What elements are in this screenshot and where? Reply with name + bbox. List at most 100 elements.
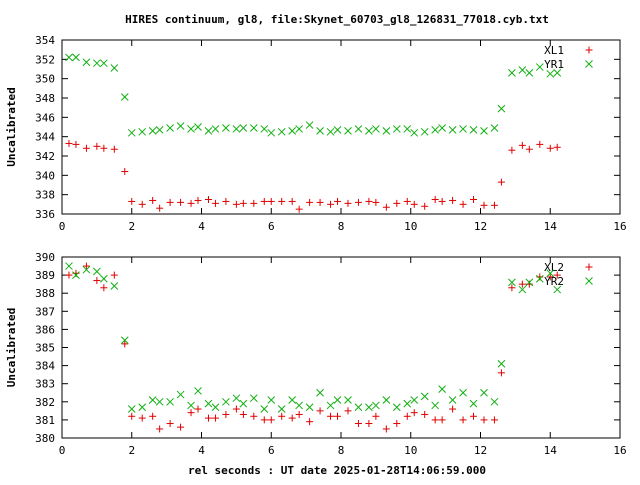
- data-point: [431, 196, 439, 203]
- data-point: [93, 267, 101, 276]
- data-point: [260, 197, 268, 205]
- data-point: [365, 127, 373, 135]
- data-point: [305, 403, 314, 412]
- data-point: [365, 403, 373, 412]
- data-point: [497, 359, 506, 368]
- data-point: [194, 405, 202, 413]
- data-point: [239, 399, 248, 408]
- data-point: [204, 414, 212, 422]
- data-point: [410, 200, 418, 208]
- y-axis-label: Uncalibrated: [5, 308, 18, 387]
- y-tick-label: 387: [35, 305, 55, 318]
- series-XL2: [65, 262, 561, 433]
- data-point: [536, 140, 544, 148]
- data-point: [553, 285, 562, 294]
- data-point: [470, 196, 478, 203]
- x-tick-label: 6: [268, 220, 275, 233]
- data-point: [306, 418, 314, 426]
- data-point: [365, 197, 373, 205]
- data-point: [448, 396, 457, 404]
- data-point: [546, 69, 555, 78]
- data-point: [250, 412, 258, 420]
- data-point: [110, 271, 118, 279]
- data-point: [249, 124, 258, 132]
- data-point: [508, 278, 516, 287]
- data-point: [438, 197, 446, 205]
- data-point: [82, 58, 91, 67]
- data-point: [148, 127, 157, 135]
- data-point: [295, 205, 303, 213]
- y-tick-label: 344: [35, 131, 55, 144]
- data-point: [316, 198, 324, 206]
- data-point: [211, 414, 219, 422]
- data-point: [260, 125, 269, 133]
- data-point: [459, 200, 467, 208]
- data-point: [508, 284, 516, 292]
- x-tick-label: 0: [59, 220, 66, 233]
- data-point: [392, 403, 401, 412]
- y-tick-label: 383: [35, 378, 55, 391]
- legend-label: YR2: [544, 275, 564, 288]
- data-point: [72, 140, 80, 148]
- legend-label: YR1: [544, 58, 564, 71]
- data-point: [354, 403, 363, 412]
- data-point: [177, 423, 185, 431]
- data-point: [459, 416, 467, 424]
- data-point: [480, 416, 488, 424]
- data-point: [176, 122, 185, 130]
- legend-label: XL2: [544, 261, 564, 274]
- data-point: [372, 412, 380, 420]
- data-point: [194, 387, 202, 395]
- data-point: [480, 127, 488, 135]
- data-point: [344, 396, 352, 404]
- data-point: [232, 394, 241, 403]
- data-point: [110, 282, 119, 290]
- data-point: [288, 197, 296, 205]
- data-point: [420, 392, 429, 401]
- data-point: [344, 407, 352, 415]
- data-point: [278, 197, 286, 205]
- data-point: [99, 274, 108, 283]
- data-point: [344, 199, 352, 207]
- data-point: [82, 265, 91, 274]
- data-point: [267, 128, 276, 137]
- data-point: [194, 196, 202, 204]
- data-point: [250, 199, 258, 207]
- data-point: [382, 425, 390, 433]
- data-point: [546, 144, 554, 152]
- y-tick-label: 338: [35, 189, 55, 202]
- data-point: [490, 201, 498, 209]
- y-tick-label: 384: [35, 360, 55, 373]
- data-point: [469, 399, 478, 408]
- data-point: [222, 124, 230, 132]
- data-point: [222, 397, 230, 406]
- data-point: [288, 127, 297, 135]
- data-point: [156, 425, 164, 433]
- y-tick-label: 340: [35, 169, 55, 182]
- legend-marker: [585, 60, 593, 68]
- y-tick-label: 381: [35, 414, 55, 427]
- x-tick-label: 12: [474, 220, 487, 233]
- data-point: [508, 146, 516, 154]
- data-point: [334, 412, 342, 420]
- data-point: [382, 127, 391, 135]
- data-point: [138, 127, 147, 136]
- y-tick-label: 352: [35, 53, 55, 66]
- data-point: [232, 125, 241, 133]
- data-point: [382, 203, 390, 211]
- data-point: [110, 145, 118, 153]
- data-point: [65, 271, 73, 279]
- data-point: [138, 200, 146, 208]
- legend-marker: [585, 277, 593, 285]
- data-point: [187, 125, 195, 133]
- data-point: [518, 285, 527, 294]
- data-point: [65, 53, 73, 62]
- data-point: [306, 198, 314, 206]
- data-point: [535, 63, 544, 71]
- x-axis-label: rel seconds : UT date 2025-01-28T14:06:5…: [188, 464, 486, 477]
- data-point: [295, 125, 304, 133]
- data-point: [121, 340, 129, 348]
- data-point: [393, 199, 401, 207]
- data-point: [546, 269, 555, 278]
